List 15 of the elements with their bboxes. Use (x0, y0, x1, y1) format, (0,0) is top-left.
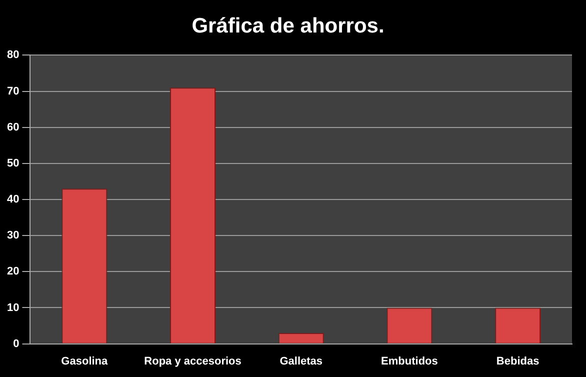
y-tick-label: 40 (6, 194, 20, 206)
y-tick-label: 60 (6, 121, 20, 134)
x-tick-label: Ropa y accesorios (144, 355, 242, 368)
x-tick-label: Bebidas (496, 355, 540, 368)
y-tick-label: 80 (6, 49, 20, 62)
x-tick-label: Embutidos (381, 355, 438, 368)
y-tick-label: 20 (6, 266, 20, 278)
y-tick-label: 30 (6, 230, 20, 242)
x-tick-label: Galletas (280, 355, 323, 368)
y-tick-label: 70 (6, 85, 20, 98)
x-tick-label: Gasolina (61, 355, 109, 368)
y-tick-label: 10 (6, 302, 20, 314)
y-tick-label: 50 (6, 157, 20, 170)
chart-title: Gráfica de ahorros. (192, 14, 384, 38)
y-tick-label: 0 (13, 338, 20, 350)
